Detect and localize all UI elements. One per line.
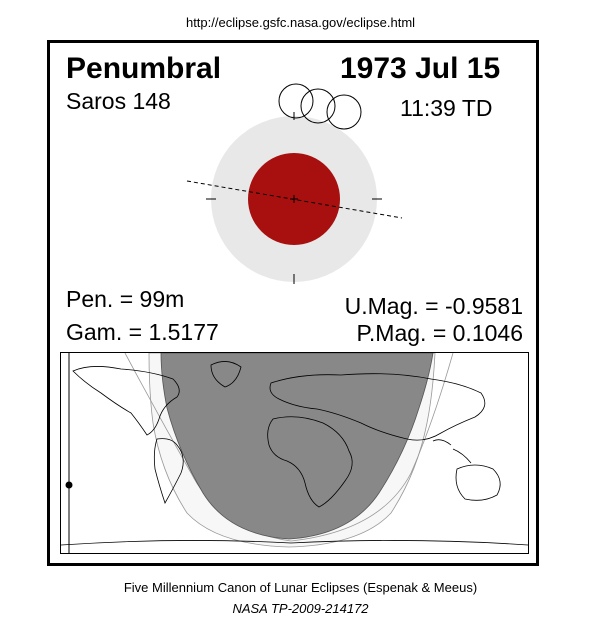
greatest-eclipse-marker — [65, 481, 73, 489]
africa-outline — [267, 416, 353, 508]
moon-position-last — [326, 94, 362, 130]
eclipse-panel-frame — [47, 40, 539, 566]
shadow-center-cross — [290, 195, 298, 203]
eclipse-date: 1973 Jul 15 — [340, 52, 501, 85]
continent-outlines — [61, 361, 528, 546]
eurasia-outline — [269, 373, 486, 441]
south-america-outline — [153, 438, 184, 504]
night-side-region — [160, 353, 434, 540]
eclipse-geometry-diagram — [186, 83, 403, 284]
eclipse-time: 11:39 TD — [400, 95, 493, 121]
world-map-svg — [61, 353, 528, 553]
greenland-outline — [210, 361, 242, 388]
penumbral-magnitude: P.Mag. = 0.1046 — [356, 320, 523, 346]
visibility-world-map — [60, 352, 529, 554]
publication-id: NASA TP-2009-214172 — [232, 601, 369, 616]
source-url: http://eclipse.gsfc.nasa.gov/eclipse.htm… — [185, 15, 416, 30]
moon-path-line — [186, 180, 403, 219]
gamma-value: Gam. = 1.5177 — [66, 319, 219, 345]
eclipse-type: Penumbral — [66, 52, 222, 85]
canon-caption: Five Millennium Canon of Lunar Eclipses … — [123, 580, 478, 595]
penumbral-duration: Pen. = 99m — [66, 286, 185, 312]
penumbra-limit-east — [290, 353, 454, 542]
moon-position-first — [278, 83, 314, 119]
umbral-magnitude: U.Mag. = -0.9581 — [344, 293, 523, 319]
moon-position-mid — [300, 88, 336, 124]
antarctica-coast — [61, 540, 528, 546]
australia-outline — [455, 464, 501, 501]
saros-number: Saros 148 — [66, 88, 171, 114]
southeast-asia-islands — [432, 439, 472, 464]
north-america-outline — [72, 366, 180, 436]
